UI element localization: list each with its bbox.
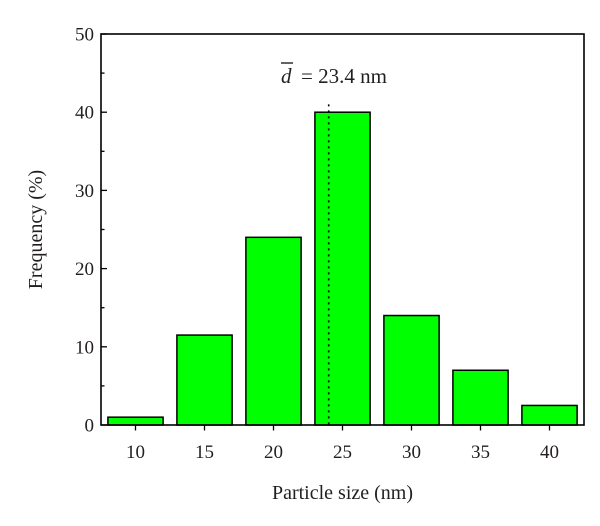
bars-group [107,111,578,426]
bar-30 [383,314,440,426]
x-tick-label: 15 [195,442,214,463]
y-tick-label: 20 [75,259,94,280]
y-tick-label: 30 [75,181,94,202]
x-tick-label: 20 [264,442,283,463]
y-axis-ticks: 0 10 20 30 40 50 [75,25,107,437]
x-tick-label: 30 [402,442,421,463]
mean-annotation: d = 23.4 nm [281,62,387,88]
x-tick-label: 40 [540,442,559,463]
bar-25 [314,111,371,426]
bar-40 [521,404,578,426]
bar-20 [245,236,302,426]
y-tick-label: 10 [75,337,94,358]
bar-10 [107,416,164,426]
x-tick-label: 35 [471,442,490,463]
bar-35 [452,369,509,426]
x-axis-ticks: 10 15 20 25 30 35 40 [126,425,559,463]
mean-value-label: = 23.4 nm [301,64,387,88]
mean-symbol: d [281,64,292,88]
x-axis-title: Particle size (nm) [272,482,413,504]
y-tick-label: 0 [85,416,95,437]
y-tick-label: 50 [75,25,94,46]
y-axis-title: Frequency (%) [25,170,47,289]
x-tick-label: 25 [333,442,352,463]
y-tick-label: 40 [75,103,94,124]
bar-15 [176,334,233,426]
x-tick-label: 10 [126,442,145,463]
